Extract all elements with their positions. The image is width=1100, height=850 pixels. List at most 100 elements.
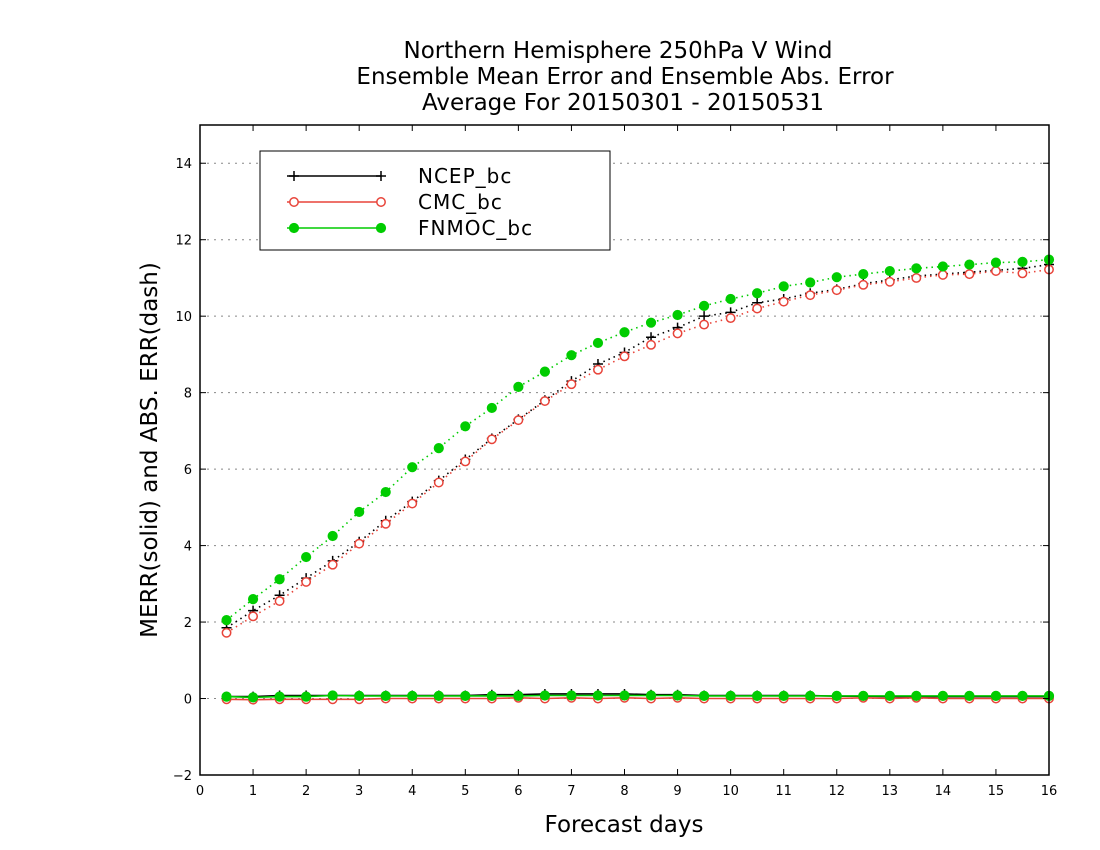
chart-title: Northern Hemisphere 250hPa V Wind Ensemb… <box>356 38 894 116</box>
title-line-3: Average For 20150301 - 20150531 <box>422 90 824 116</box>
data-point <box>566 350 577 361</box>
data-point <box>539 366 551 377</box>
data-point <box>301 576 312 587</box>
data-point <box>646 339 656 350</box>
data-point <box>407 462 418 473</box>
data-point <box>698 300 710 311</box>
x-tick-label: 4 <box>408 784 416 799</box>
x-axis-label: Forecast days <box>545 812 704 838</box>
data-point <box>858 690 869 701</box>
y-axis-label: MERR(solid) and ABS. ERR(dash) <box>137 262 163 638</box>
data-point <box>301 691 312 702</box>
data-point <box>725 690 736 701</box>
data-point <box>778 296 789 307</box>
data-point <box>221 627 232 638</box>
legend-item-CMC_bc: CMC_bc <box>287 190 503 214</box>
data-point <box>1017 256 1028 267</box>
data-point <box>699 319 710 330</box>
series-layer <box>221 254 1055 705</box>
data-point <box>248 611 259 622</box>
data-point <box>289 197 299 207</box>
x-tick-label: 12 <box>828 784 845 799</box>
data-point <box>990 266 1001 277</box>
data-point <box>911 263 922 274</box>
data-point <box>752 288 763 299</box>
series-NCEP_bc <box>221 259 1054 702</box>
data-point <box>619 690 630 701</box>
data-point <box>539 396 550 407</box>
data-point <box>274 596 285 606</box>
data-point <box>1017 690 1028 701</box>
x-tick-label: 11 <box>775 784 792 799</box>
data-point <box>752 690 763 701</box>
data-point <box>698 690 710 701</box>
series-CMC_bc <box>221 264 1054 705</box>
y-tick-label: 4 <box>184 540 192 555</box>
data-point <box>566 379 577 390</box>
x-tick-label: 13 <box>882 784 899 799</box>
y-tick-label: 10 <box>175 310 192 325</box>
data-point <box>778 690 789 701</box>
data-point <box>407 498 418 509</box>
data-point <box>376 197 386 207</box>
data-point <box>301 551 312 563</box>
y-tick-label: −2 <box>173 769 192 784</box>
data-point <box>327 690 338 701</box>
data-point <box>460 421 471 432</box>
plot-frame <box>199 124 1050 776</box>
data-point <box>380 486 391 498</box>
data-point <box>884 265 895 277</box>
data-point <box>592 337 604 349</box>
x-tick-label: 8 <box>620 784 628 799</box>
x-tick-label: 15 <box>988 784 1005 799</box>
x-tick-label: 5 <box>461 784 469 799</box>
y-tick-label: 12 <box>175 234 192 249</box>
x-tick-label: 9 <box>673 784 681 799</box>
data-point <box>699 311 710 322</box>
data-point <box>831 285 842 296</box>
data-point <box>513 415 524 426</box>
data-point <box>937 261 948 272</box>
legend-label: NCEP_bc <box>418 164 512 188</box>
legend-box <box>259 150 611 251</box>
data-point <box>964 259 975 270</box>
x-tick-label: 0 <box>196 784 204 799</box>
data-point <box>288 222 300 234</box>
y-tick-label: 2 <box>184 616 192 631</box>
data-point <box>460 456 471 467</box>
data-point <box>433 442 444 454</box>
data-point <box>1017 268 1028 279</box>
series-FNMOC_bc <box>221 254 1055 703</box>
x-tick-label: 3 <box>355 784 363 799</box>
x-tick-label: 14 <box>935 784 952 799</box>
data-point <box>380 690 391 701</box>
data-point <box>645 690 657 701</box>
data-point <box>407 690 418 701</box>
abs-error-line <box>226 263 1050 629</box>
y-tick-label: 8 <box>184 387 192 402</box>
data-point <box>247 594 259 605</box>
data-point <box>354 538 365 549</box>
x-tick-label: 6 <box>514 784 522 799</box>
data-point <box>513 690 524 701</box>
data-point <box>513 381 524 393</box>
mean-error-line <box>226 696 1049 701</box>
data-point <box>964 269 975 280</box>
data-point <box>247 692 259 703</box>
data-point <box>805 290 816 301</box>
legend-item-NCEP_bc: NCEP_bc <box>287 164 512 188</box>
data-point <box>831 690 842 701</box>
data-point <box>593 364 603 375</box>
data-point <box>289 171 299 181</box>
legend-label: CMC_bc <box>418 190 503 214</box>
data-point <box>486 690 497 701</box>
x-tick-label: 10 <box>722 784 739 799</box>
data-point <box>274 574 285 585</box>
data-point <box>486 402 497 414</box>
data-point <box>327 559 338 570</box>
data-point <box>752 303 763 314</box>
data-point <box>380 518 391 529</box>
title-line-2: Ensemble Mean Error and Ensemble Abs. Er… <box>356 64 894 90</box>
